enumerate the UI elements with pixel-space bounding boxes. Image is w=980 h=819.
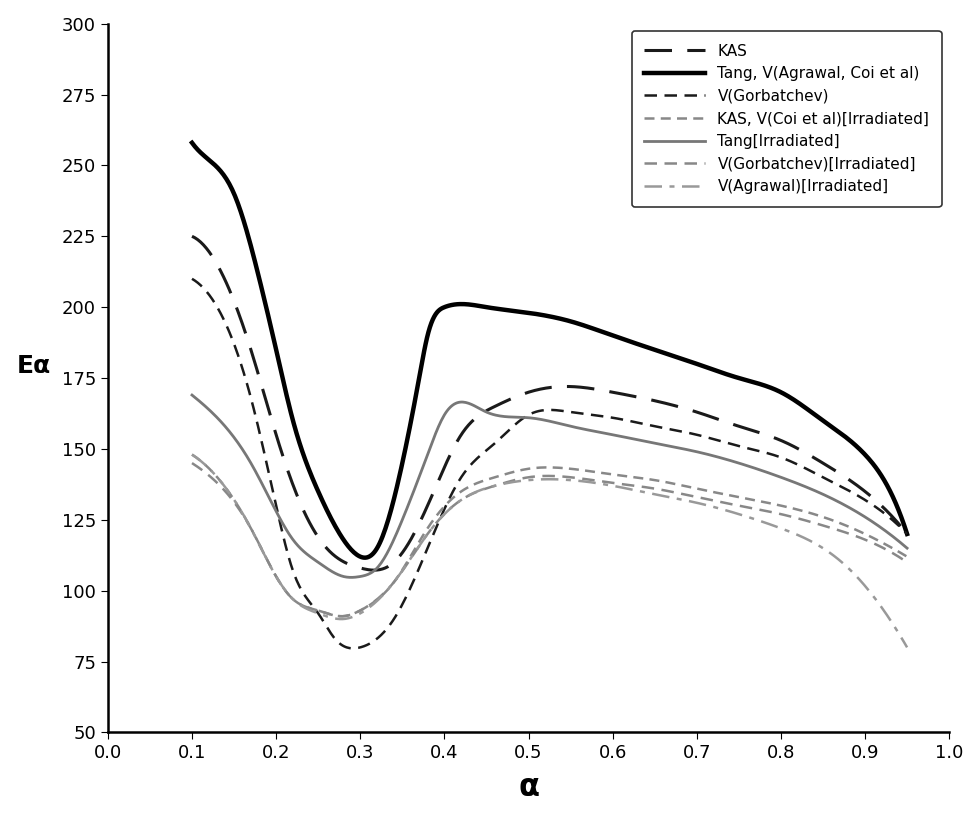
X-axis label: α: α [518,773,539,803]
Legend: KAS, Tang, V(Agrawal, Coi et al), V(Gorbatchev), KAS, V(Coi et al)[Irradiated], : KAS, Tang, V(Agrawal, Coi et al), V(Gorb… [632,31,942,206]
Y-axis label: Eα: Eα [17,354,51,378]
